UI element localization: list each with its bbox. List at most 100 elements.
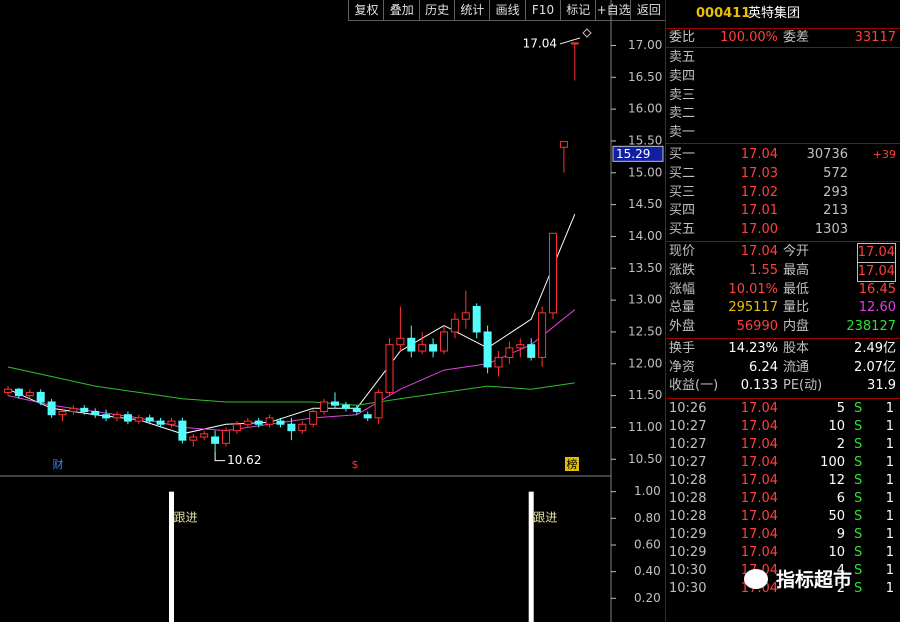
y-tick-label: 0.40: [634, 564, 661, 578]
separator: [666, 47, 900, 48]
trade-count: 1: [885, 563, 894, 578]
bid-volume: 213: [823, 203, 848, 219]
y-tick-label: 13.50: [628, 261, 662, 275]
stat-label: 现价: [669, 244, 696, 259]
toolbar-button[interactable]: 复权: [348, 0, 384, 21]
stat-label: 股本: [783, 340, 810, 356]
stat-value: 6.24: [749, 359, 778, 375]
separator: [666, 398, 900, 399]
separator: [666, 241, 900, 242]
candle-body: [14, 388, 23, 397]
annotation-line: [214, 451, 226, 462]
bid-label: 买五: [669, 222, 696, 237]
candle-body: [505, 347, 514, 358]
trade-side: S: [854, 545, 863, 560]
candle-body: [47, 401, 56, 416]
candle-body: [265, 417, 274, 425]
trade-volume: 9: [836, 527, 845, 542]
quote-panel: 000411 英特集团 委比 100.00% 委差 33117 卖五 卖四 卖三 卖二 卖一 买一 17…: [665, 0, 900, 622]
trade-count: 1: [885, 473, 894, 488]
trade-count: 1: [885, 581, 894, 596]
candle-body: [145, 417, 154, 422]
signal-label: 跟进: [533, 511, 557, 525]
bid-price: 17.04: [740, 147, 778, 162]
candle-body: [287, 423, 296, 432]
y-tick-label: 1.00: [634, 484, 661, 498]
y-tick-label: 14.00: [628, 229, 662, 243]
candle-body: [418, 344, 427, 352]
trade-side: S: [854, 473, 863, 488]
stat-label: 最低: [783, 281, 810, 297]
candle-body: [363, 414, 372, 419]
trade-time: 10:27: [669, 419, 707, 434]
y-tick-label: 0.80: [634, 511, 661, 525]
bid-price: 17.02: [740, 184, 778, 200]
y-tick-label: 10.50: [628, 452, 662, 466]
cursor-price-box: [612, 145, 664, 162]
trade-time: 10:28: [669, 509, 707, 524]
bid-volume: 30736: [806, 147, 848, 162]
toolbar-button[interactable]: 返回: [630, 0, 667, 21]
trade-volume: 2: [836, 437, 845, 452]
candle-body: [123, 414, 132, 422]
trade-price: 17.04: [740, 455, 778, 470]
toolbar-button[interactable]: 历史: [418, 0, 455, 21]
candle-body: [450, 318, 459, 333]
trade-volume: 12: [828, 473, 845, 488]
trade-price: 17.04: [740, 491, 778, 506]
trade-side: S: [854, 455, 863, 470]
toolbar-button[interactable]: 标记: [559, 0, 596, 21]
toolbar-button[interactable]: 画线: [489, 0, 526, 21]
watermark: 指标超市: [776, 569, 853, 591]
trade-volume: 50: [828, 509, 845, 524]
stat-value: 2.07亿: [854, 359, 896, 375]
y-tick-label: 15.50: [628, 133, 662, 147]
stat-value: 0.133: [740, 378, 778, 394]
candle-body: [309, 411, 318, 425]
candle-body: [80, 407, 89, 413]
bid-label: 买四: [669, 203, 696, 219]
trade-time: 10:27: [669, 437, 707, 452]
annotation-high: 17.04: [523, 36, 557, 50]
toolbar-button[interactable]: 叠加: [383, 0, 420, 21]
stat-value: 12.60: [858, 300, 896, 316]
candle-body: [494, 356, 503, 368]
candle-body: [472, 305, 481, 333]
trade-side: S: [854, 419, 863, 434]
stat-value: 17.04: [856, 243, 896, 263]
toolbar-button[interactable]: F10: [524, 0, 561, 21]
trade-volume: 4: [836, 563, 845, 578]
stat-value: 2.49亿: [854, 340, 896, 356]
y-tick-label: 17.00: [628, 38, 662, 52]
candle-body: [320, 401, 329, 413]
trade-count: 1: [885, 527, 894, 542]
y-tick-label: 13.00: [628, 293, 662, 307]
candle-body: [156, 420, 165, 425]
toolbar-button[interactable]: 统计: [453, 0, 490, 21]
candle-body: [461, 312, 470, 320]
candle-body: [341, 404, 350, 409]
stat-label: 涨幅: [669, 281, 696, 297]
ask-label: 卖三: [669, 87, 696, 103]
trade-side: S: [854, 509, 863, 524]
stat-value: 238127: [846, 319, 896, 334]
candle-body: [407, 337, 416, 352]
ask-label: 卖四: [669, 68, 696, 84]
stat-value: 17.04: [856, 261, 896, 282]
stat-label: 换手: [669, 340, 696, 356]
stat-value: 10.01%: [728, 281, 778, 297]
candle-body: [429, 344, 438, 352]
separator: [666, 143, 900, 144]
candle-body: [374, 391, 383, 419]
moving-average: [7, 214, 576, 435]
y-tick-label: 15.00: [628, 165, 662, 179]
trade-price: 17.04: [740, 527, 778, 542]
ratio-label: 委比: [669, 30, 696, 45]
stat-value: 1.55: [749, 262, 778, 278]
trade-count: 1: [885, 437, 894, 452]
bid-volume: 572: [823, 165, 848, 181]
trade-price: 17.04: [740, 437, 778, 452]
candle-body: [276, 420, 285, 425]
toolbar-button[interactable]: +自选: [595, 0, 632, 21]
stat-value: 14.23%: [728, 340, 778, 356]
